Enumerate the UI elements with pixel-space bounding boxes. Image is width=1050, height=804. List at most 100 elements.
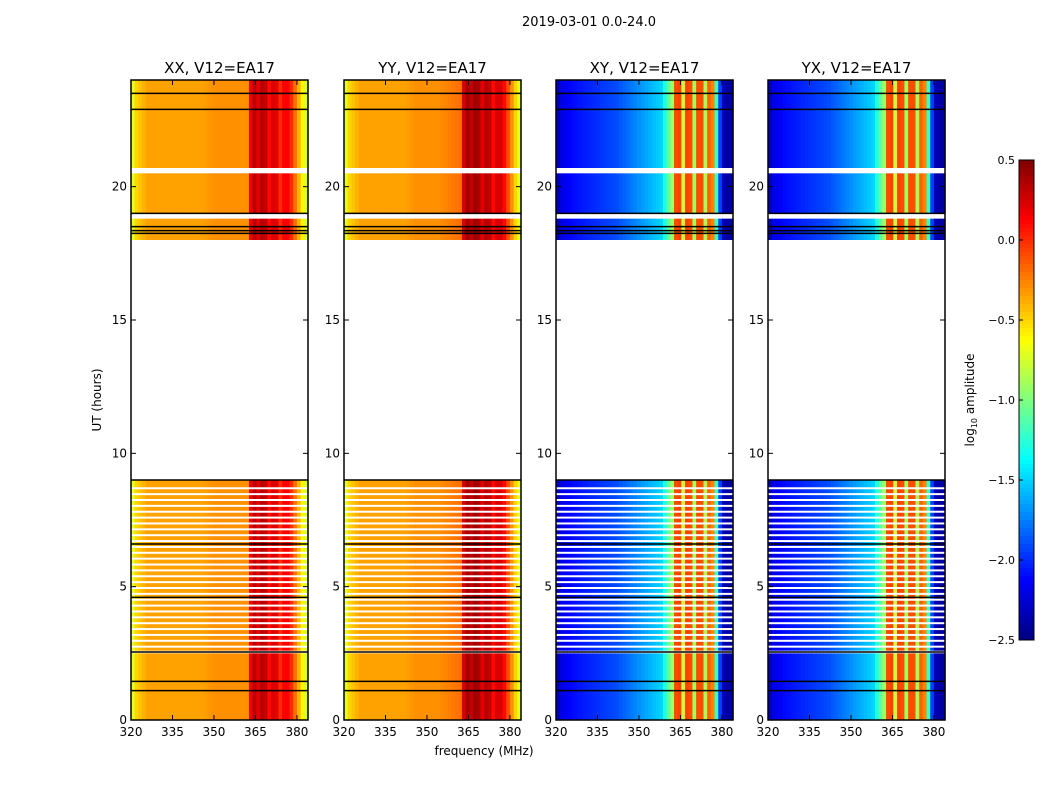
heatmap-cell — [815, 218, 821, 240]
heatmap-cell — [834, 80, 839, 168]
heatmap-cell — [937, 173, 942, 214]
colorbar-tick-label: −1.0 — [988, 394, 1015, 407]
heatmap-cell — [274, 653, 280, 720]
heatmap-cell — [362, 80, 367, 168]
heatmap-cell — [149, 80, 154, 168]
panel-title: YX, V12=EA17 — [801, 59, 912, 77]
heatmap-cell — [823, 653, 828, 720]
flagged-row — [344, 616, 521, 619]
heatmap-cell — [178, 80, 184, 168]
heatmap-cell — [801, 173, 806, 214]
x-tick-label: 320 — [333, 725, 356, 739]
heatmap-cell — [677, 653, 682, 720]
flagged-row — [131, 557, 308, 560]
flagged-row — [768, 510, 945, 513]
heatmap-cell — [417, 80, 423, 168]
heatmap-cell — [498, 173, 504, 214]
colorbar-segment — [1019, 344, 1034, 349]
flagged-row — [768, 522, 945, 525]
heatmap-cell — [249, 80, 254, 168]
heatmap-cell — [651, 653, 657, 720]
heatmap-cell — [852, 653, 858, 720]
heatmap-cell — [937, 653, 942, 720]
heatmap-cell — [611, 218, 616, 240]
heatmap-cell — [358, 80, 364, 168]
flagged-row — [344, 633, 521, 636]
heatmap-cell — [436, 653, 441, 720]
heatmap-cell — [786, 218, 791, 240]
heatmap-cell — [178, 218, 184, 240]
colorbar-segment — [1019, 576, 1034, 581]
heatmap-cell — [417, 218, 423, 240]
heatmap-cell — [570, 218, 576, 240]
x-tick-label: 350 — [840, 725, 863, 739]
heatmap-cell — [406, 80, 411, 168]
heatmap-cell — [618, 173, 623, 214]
flagged-row — [344, 534, 521, 537]
heatmap-cell — [782, 218, 788, 240]
heatmap-cell — [145, 173, 151, 214]
colorbar-segment — [1019, 492, 1034, 497]
flagged-row — [768, 528, 945, 531]
heatmap-cell — [450, 80, 456, 168]
heatmap-cell — [804, 80, 810, 168]
heatmap-cell — [237, 218, 243, 240]
colorbar-segment — [1019, 160, 1034, 165]
colorbar-segment — [1019, 504, 1034, 509]
heatmap-cell — [347, 653, 352, 720]
heatmap-cell — [596, 218, 601, 240]
colorbar-segment — [1019, 580, 1034, 585]
heatmap-cell — [447, 653, 452, 720]
heatmap-cell — [768, 653, 773, 720]
heatmap-cell — [707, 173, 712, 214]
heatmap-cell — [230, 173, 235, 214]
heatmap-cell — [603, 173, 609, 214]
heatmap-cell — [223, 218, 228, 240]
heatmap-cell — [644, 80, 649, 168]
flagged-row — [344, 551, 521, 554]
heatmap-cell — [410, 173, 415, 214]
heatmap-cell — [581, 218, 587, 240]
flagged-row — [131, 534, 308, 537]
heatmap-cell — [703, 173, 708, 214]
heatmap-cell — [863, 218, 869, 240]
flagged-row — [344, 487, 521, 490]
heatmap-cell — [607, 218, 612, 240]
heatmap-cell — [465, 80, 470, 168]
heatmap-cell — [823, 218, 828, 240]
flagged-row — [556, 516, 733, 519]
heatmap-cell — [838, 653, 843, 720]
colorbar-segment — [1019, 420, 1034, 425]
heatmap-cell — [293, 80, 298, 168]
heatmap-cell — [476, 80, 482, 168]
x-tick-label: 380 — [285, 725, 308, 739]
heatmap-cell — [134, 80, 139, 168]
heatmap-cell — [491, 173, 496, 214]
heatmap-cell — [581, 173, 587, 214]
heatmap-cell — [513, 80, 518, 168]
heatmap-cell — [355, 80, 360, 168]
heatmap-cell — [502, 80, 507, 168]
heatmap-cell — [167, 218, 173, 240]
heatmap-cell — [725, 653, 730, 720]
flagged-row — [344, 587, 521, 589]
heatmap-cell — [567, 218, 572, 240]
heatmap-cell — [793, 653, 799, 720]
heatmap-cell — [644, 653, 649, 720]
colorbar-segment — [1019, 616, 1034, 621]
heatmap-cell — [465, 173, 470, 214]
flagged-row — [131, 610, 308, 613]
heatmap-cell — [193, 653, 198, 720]
heatmap-cell — [355, 173, 360, 214]
heatmap-cell — [688, 218, 694, 240]
heatmap-cell — [574, 218, 579, 240]
heatmap-cell — [436, 173, 441, 214]
heatmap-cell — [131, 218, 136, 240]
heatmap-cell — [729, 218, 734, 240]
heatmap-cell — [659, 173, 664, 214]
flagged-row — [768, 557, 945, 560]
heatmap-cell — [567, 653, 572, 720]
heatmap-cell — [615, 218, 620, 240]
heatmap-cell — [369, 218, 375, 240]
colorbar-segment — [1019, 320, 1034, 325]
